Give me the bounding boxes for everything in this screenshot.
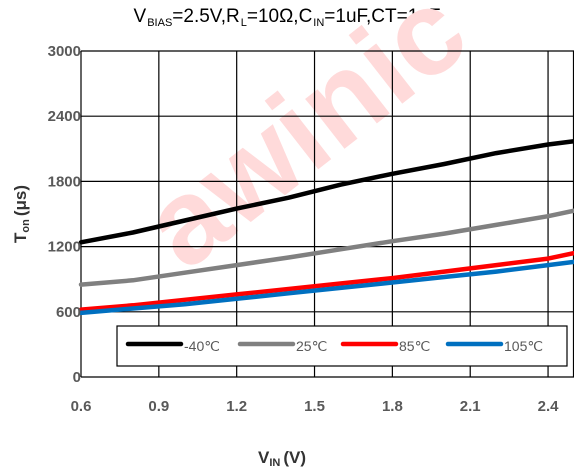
x-tick-label: 2.4 [538, 398, 560, 415]
y-tick-label: 0 [73, 369, 81, 386]
x-tick-label: 1.8 [382, 398, 403, 415]
y-axis-label-sub: on [20, 219, 32, 233]
x-axis-label-main: V [258, 448, 270, 467]
legend-label: 25℃ [296, 338, 327, 354]
legend-label: -40℃ [184, 338, 220, 354]
y-tick-label: 600 [56, 304, 81, 321]
x-axis-label-sub: IN [269, 457, 280, 469]
y-axis-label-main: T [11, 232, 30, 243]
x-axis-label-unit: (V) [283, 448, 306, 467]
watermark-text: awinic [119, 0, 491, 293]
y-axis-label-unit: (μs) [11, 185, 30, 216]
legend-label: 85℃ [399, 338, 430, 354]
legend: -40℃ 25℃ 85℃ 105℃ [117, 326, 567, 366]
y-tick-labels: 0 600 1200 1800 2400 3000 [48, 43, 81, 386]
x-tick-label: 2.1 [460, 398, 481, 415]
y-tick-label: 2400 [48, 108, 81, 125]
legend-label: 105℃ [504, 338, 543, 354]
series-line [81, 262, 574, 313]
y-tick-label: 1800 [48, 173, 81, 190]
watermark: awinic [119, 0, 491, 293]
x-tick-label: 0.6 [71, 398, 92, 415]
series-line [81, 253, 574, 310]
x-tick-labels: 0.6 0.9 1.2 1.5 1.8 2.1 2.4 [71, 398, 560, 415]
x-tick-label: 0.9 [148, 398, 169, 415]
x-axis-label: VIN (V) [258, 448, 306, 469]
x-tick-label: 1.5 [304, 398, 325, 415]
x-tick-label: 1.2 [226, 398, 247, 415]
y-tick-label: 3000 [48, 43, 81, 60]
y-axis-label: Ton (μs) [11, 185, 32, 243]
y-tick-label: 1200 [48, 239, 81, 256]
